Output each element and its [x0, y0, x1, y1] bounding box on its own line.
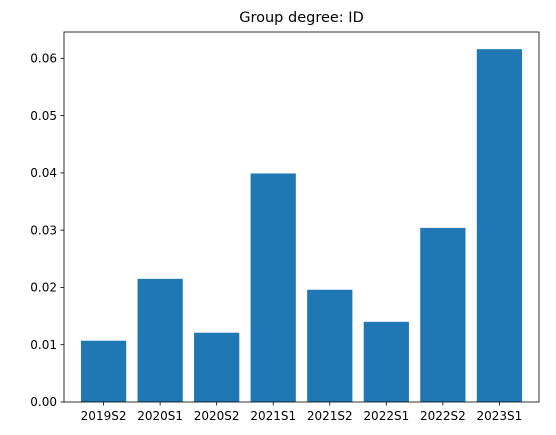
bar-2022S1	[363, 321, 409, 402]
y-tick-label: 0.01	[30, 338, 57, 352]
bar-2020S2	[194, 332, 240, 402]
bar-2021S2	[307, 289, 353, 402]
x-tick-label: 2023S1	[477, 409, 523, 423]
x-tick-label: 2021S1	[250, 409, 296, 423]
y-tick-label: 0.00	[30, 395, 57, 409]
x-tick-label: 2021S2	[307, 409, 353, 423]
y-tick-label: 0.05	[30, 109, 57, 123]
chart-title: Group degree: ID	[239, 10, 364, 26]
plot-frame	[63, 31, 540, 403]
x-tick-label: 2022S1	[363, 409, 409, 423]
bar-2022S2	[420, 227, 466, 402]
bar-2019S2	[80, 340, 127, 402]
y-tick-label: 0.02	[30, 281, 57, 295]
x-tick-label: 2020S1	[137, 409, 183, 423]
bar-2023S1	[476, 49, 523, 402]
x-tick-label: 2019S2	[81, 409, 127, 423]
y-axis: 0.00 0.01 0.02 0.03 0.04 0.05 0.06	[30, 52, 64, 409]
y-tick-label: 0.04	[30, 166, 57, 180]
x-tick-label: 2022S2	[420, 409, 466, 423]
y-tick-label: 0.03	[30, 223, 57, 237]
x-tick-label: 2020S2	[194, 409, 240, 423]
x-axis: 2019S2 2020S1 2020S2 2021S1 2021S2 2022S1 2022…	[81, 402, 523, 423]
y-tick-label: 0.06	[30, 52, 57, 66]
bar-2020S1	[137, 278, 183, 402]
bars-group	[80, 49, 523, 402]
bar-2021S1	[250, 173, 296, 402]
